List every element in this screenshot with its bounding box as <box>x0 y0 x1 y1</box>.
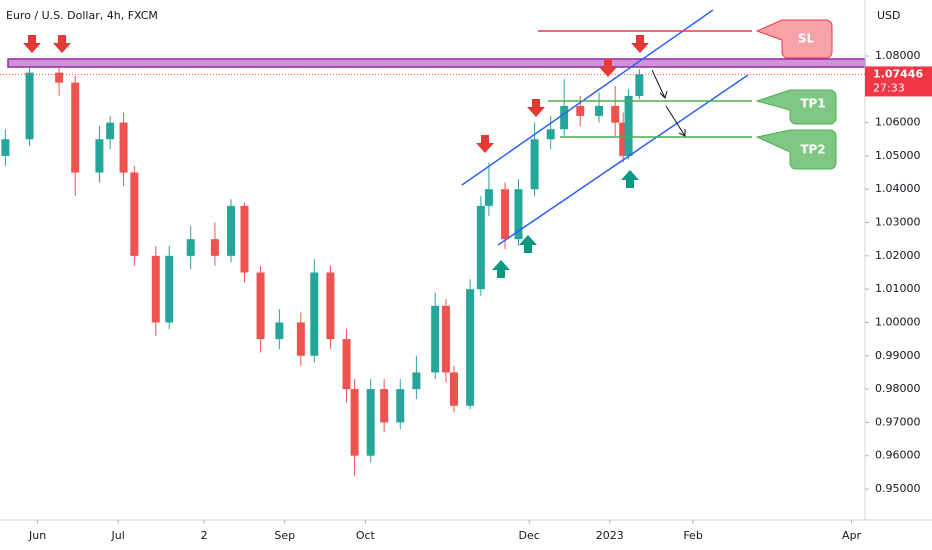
candle-body <box>130 172 139 256</box>
candle-body <box>611 105 620 123</box>
up-arrow <box>492 260 510 278</box>
candle-body <box>151 255 160 323</box>
tp1-callout <box>755 89 837 125</box>
down-arrows <box>23 35 649 153</box>
down-arrow <box>53 35 71 53</box>
candle-body <box>296 322 305 356</box>
candle-body <box>514 189 523 240</box>
sl-callout <box>755 19 833 59</box>
down-arrow <box>599 59 617 77</box>
candle-body <box>619 122 628 156</box>
candle-body <box>186 239 195 256</box>
y-tick-label: 0.95000 <box>875 482 921 495</box>
down-arrow <box>476 135 494 153</box>
candle-body <box>240 205 249 273</box>
candle-body <box>380 389 389 423</box>
x-tick-label: Apr <box>842 529 862 542</box>
x-tick-label: Oct <box>356 529 376 542</box>
down-arrow <box>23 35 41 53</box>
candle-body <box>546 129 555 140</box>
down-arrow <box>631 35 649 53</box>
tp2-label: TP2 <box>800 143 825 157</box>
y-tick-label: 1.04000 <box>875 182 921 195</box>
candle-body <box>576 105 585 116</box>
x-tick-label: 2 <box>201 529 208 542</box>
candle-body <box>342 339 351 390</box>
candle-body <box>449 372 458 406</box>
tp2-callout <box>755 129 837 170</box>
up-arrows <box>492 170 639 278</box>
plot-area <box>1 60 644 476</box>
x-tick-label: Feb <box>683 529 702 542</box>
candle-body <box>275 322 284 340</box>
candle-body <box>466 289 475 406</box>
candle-body <box>501 189 510 240</box>
candle-body <box>595 105 604 116</box>
y-tick-label: 1.06000 <box>875 116 921 129</box>
y-tick-label: 0.99000 <box>875 349 921 362</box>
up-arrow <box>519 235 537 253</box>
y-tick-label: 1.00000 <box>875 315 921 328</box>
candle-body <box>256 272 265 340</box>
candle-body <box>412 372 421 390</box>
countdown-label: 27:33 <box>873 81 905 94</box>
x-tick-label: 2023 <box>596 529 624 542</box>
sl-label: SL <box>798 32 815 46</box>
candle-body <box>635 74 644 96</box>
candle-body <box>484 189 493 206</box>
y-tick-label: 0.96000 <box>875 449 921 462</box>
chart-title: Euro / U.S. Dollar, 4h, FXCM <box>6 9 158 22</box>
resistance-zone <box>7 58 866 68</box>
channel-upper <box>461 9 714 186</box>
candle-body <box>560 105 569 130</box>
candle-body <box>310 272 319 356</box>
last-price-label: 1.07446 <box>873 67 923 80</box>
candle-body <box>431 305 440 373</box>
candle-body <box>441 305 450 373</box>
candle-body <box>227 205 236 256</box>
candle-body <box>71 82 80 173</box>
y-tick-label: 0.98000 <box>875 382 921 395</box>
y-tick-label: 1.08000 <box>875 49 921 62</box>
currency-label: USD <box>877 9 901 22</box>
candle-body <box>210 239 219 256</box>
down-arrow <box>527 99 545 117</box>
y-tick-label: 0.97000 <box>875 415 921 428</box>
path-arrows <box>651 69 686 137</box>
x-tick-label: Dec <box>519 529 540 542</box>
channel-lower <box>497 74 749 246</box>
up-arrow <box>621 170 639 188</box>
candle-body <box>95 139 104 173</box>
y-tick-label: 1.03000 <box>875 216 921 229</box>
tp1-label: TP1 <box>800 97 825 111</box>
path-arrow <box>665 105 686 137</box>
candle-body <box>476 205 485 290</box>
candle-body <box>396 389 405 423</box>
x-tick-label: Jun <box>28 529 46 542</box>
candle-body <box>366 389 375 456</box>
candle-body <box>624 95 633 156</box>
last-price-box <box>865 66 932 97</box>
candle-body <box>530 139 539 190</box>
candle-body <box>55 72 64 83</box>
x-tick-label: Jul <box>111 529 125 542</box>
candle-body <box>350 389 359 456</box>
x-tick-label: Sep <box>274 529 295 542</box>
y-tick-label: 1.02000 <box>875 249 921 262</box>
y-tick-label: 1.05000 <box>875 149 921 162</box>
y-tick-label: 1.01000 <box>875 282 921 295</box>
candle-body <box>1 139 10 156</box>
overlay: 0.95000 0.96000 0.97000 0.98000 0.99000 1.000… <box>0 49 932 542</box>
candle-body <box>106 122 115 140</box>
candle-body <box>25 72 34 140</box>
candle-body <box>119 122 128 173</box>
candle-body <box>165 255 174 323</box>
candle-body <box>326 272 335 340</box>
